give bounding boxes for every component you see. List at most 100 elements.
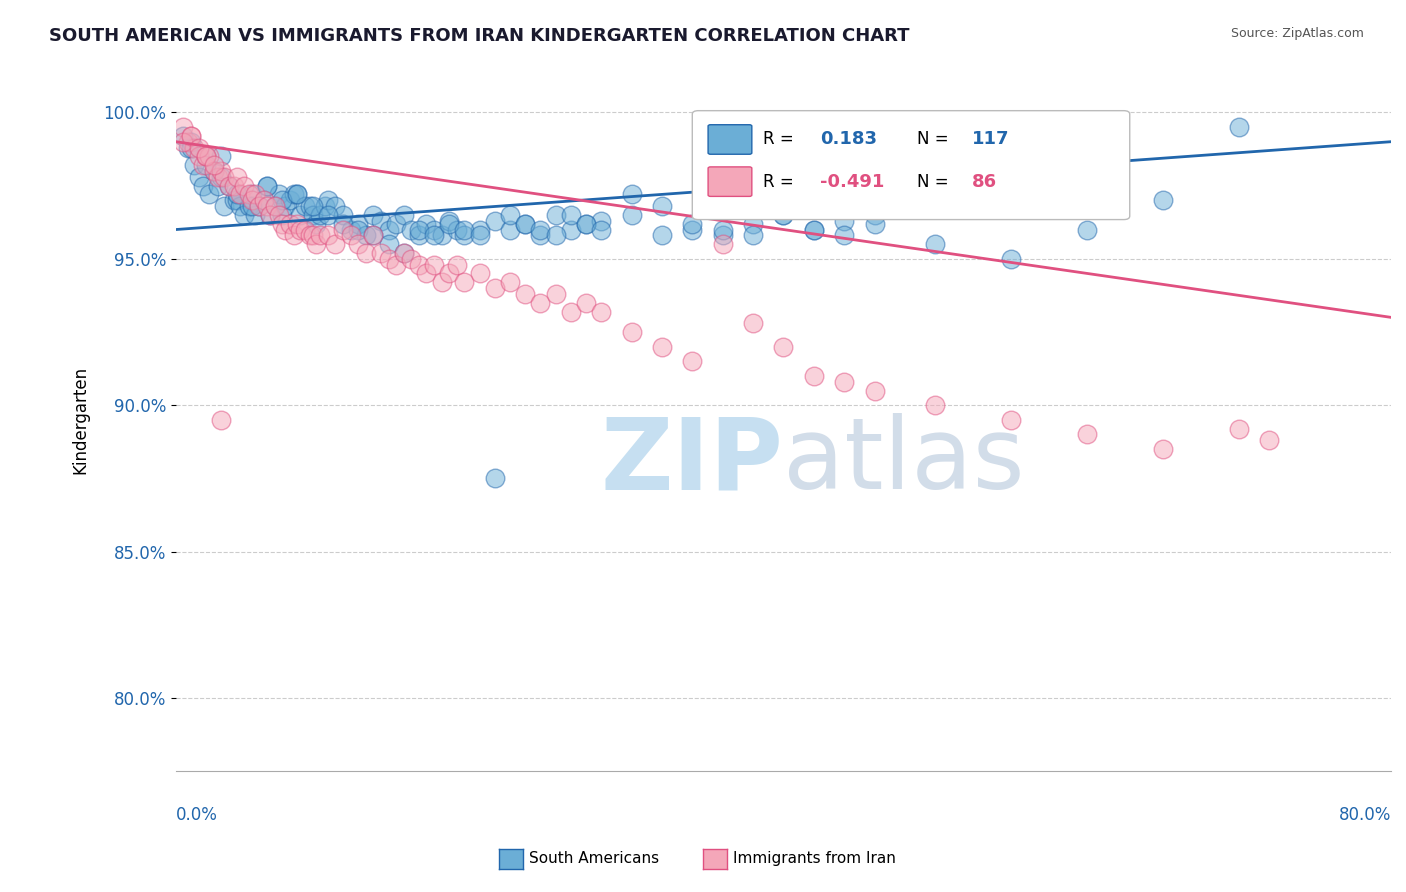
Point xyxy=(253,194,276,208)
Point xyxy=(240,199,263,213)
Point xyxy=(560,208,582,222)
Point xyxy=(278,217,301,231)
Point xyxy=(591,213,613,227)
Point xyxy=(207,169,229,184)
Point xyxy=(233,178,256,193)
Point xyxy=(309,228,332,243)
Point xyxy=(803,368,825,383)
Point xyxy=(271,194,294,208)
Point xyxy=(408,258,430,272)
Point xyxy=(325,237,347,252)
Point xyxy=(243,208,266,222)
Point xyxy=(711,237,734,252)
Point xyxy=(1227,422,1250,436)
Point xyxy=(499,208,522,222)
Point xyxy=(180,140,202,154)
Text: R =: R = xyxy=(763,173,793,191)
Text: Immigrants from Iran: Immigrants from Iran xyxy=(733,852,896,866)
Point xyxy=(1076,427,1098,442)
Point xyxy=(401,252,423,266)
Point xyxy=(1258,434,1281,448)
Text: 80.0%: 80.0% xyxy=(1339,806,1391,824)
Point xyxy=(285,187,308,202)
Point xyxy=(214,169,236,184)
Point xyxy=(423,228,446,243)
Point xyxy=(468,222,491,236)
Point xyxy=(240,194,263,208)
Point xyxy=(172,128,194,143)
Text: 117: 117 xyxy=(972,130,1010,148)
Point xyxy=(772,208,794,222)
Point xyxy=(193,178,215,193)
Point xyxy=(803,222,825,236)
Point xyxy=(195,149,218,163)
Point xyxy=(202,164,225,178)
Point xyxy=(575,217,598,231)
Point xyxy=(1152,194,1174,208)
Point xyxy=(392,246,415,260)
Point xyxy=(620,325,643,339)
Point xyxy=(214,199,236,213)
Point xyxy=(742,217,765,231)
Point xyxy=(198,187,221,202)
Point xyxy=(544,208,567,222)
Point xyxy=(408,222,430,236)
Point xyxy=(377,237,399,252)
Point xyxy=(591,304,613,318)
Point xyxy=(1152,442,1174,456)
Point xyxy=(1000,413,1022,427)
Point xyxy=(430,228,453,243)
Point xyxy=(285,187,308,202)
Point xyxy=(453,275,475,289)
Point xyxy=(430,275,453,289)
Text: -0.491: -0.491 xyxy=(820,173,884,191)
Point xyxy=(274,222,297,236)
Point xyxy=(269,208,291,222)
Point xyxy=(423,222,446,236)
Point xyxy=(651,340,673,354)
Point xyxy=(290,222,312,236)
Point xyxy=(1000,252,1022,266)
Point xyxy=(256,178,278,193)
Point xyxy=(560,304,582,318)
Point xyxy=(278,194,301,208)
Point xyxy=(290,208,312,222)
Point xyxy=(325,199,347,213)
Text: ZIP: ZIP xyxy=(600,414,783,510)
Point xyxy=(423,258,446,272)
Point xyxy=(863,384,886,398)
Point xyxy=(484,281,506,295)
Point xyxy=(339,222,361,236)
Point xyxy=(401,222,423,236)
Point xyxy=(180,128,202,143)
Text: 0.183: 0.183 xyxy=(820,130,877,148)
Point xyxy=(711,222,734,236)
Point xyxy=(339,228,361,243)
Point xyxy=(560,222,582,236)
Point xyxy=(499,222,522,236)
FancyBboxPatch shape xyxy=(709,167,752,196)
Point xyxy=(354,228,377,243)
Point xyxy=(209,413,232,427)
Point xyxy=(591,222,613,236)
Point xyxy=(544,287,567,301)
Point xyxy=(1227,120,1250,134)
Point xyxy=(304,217,326,231)
Point xyxy=(316,194,339,208)
Point xyxy=(195,158,218,172)
Point xyxy=(453,222,475,236)
Point xyxy=(294,222,316,236)
Point xyxy=(283,187,305,202)
Point xyxy=(863,208,886,222)
Point xyxy=(247,199,270,213)
Point xyxy=(294,199,316,213)
Point xyxy=(228,187,250,202)
Point xyxy=(651,228,673,243)
Text: Source: ZipAtlas.com: Source: ZipAtlas.com xyxy=(1230,27,1364,40)
Point xyxy=(363,228,385,243)
Point xyxy=(515,287,537,301)
Point xyxy=(274,199,297,213)
Point xyxy=(218,178,240,193)
Point xyxy=(415,267,437,281)
Point xyxy=(225,169,247,184)
